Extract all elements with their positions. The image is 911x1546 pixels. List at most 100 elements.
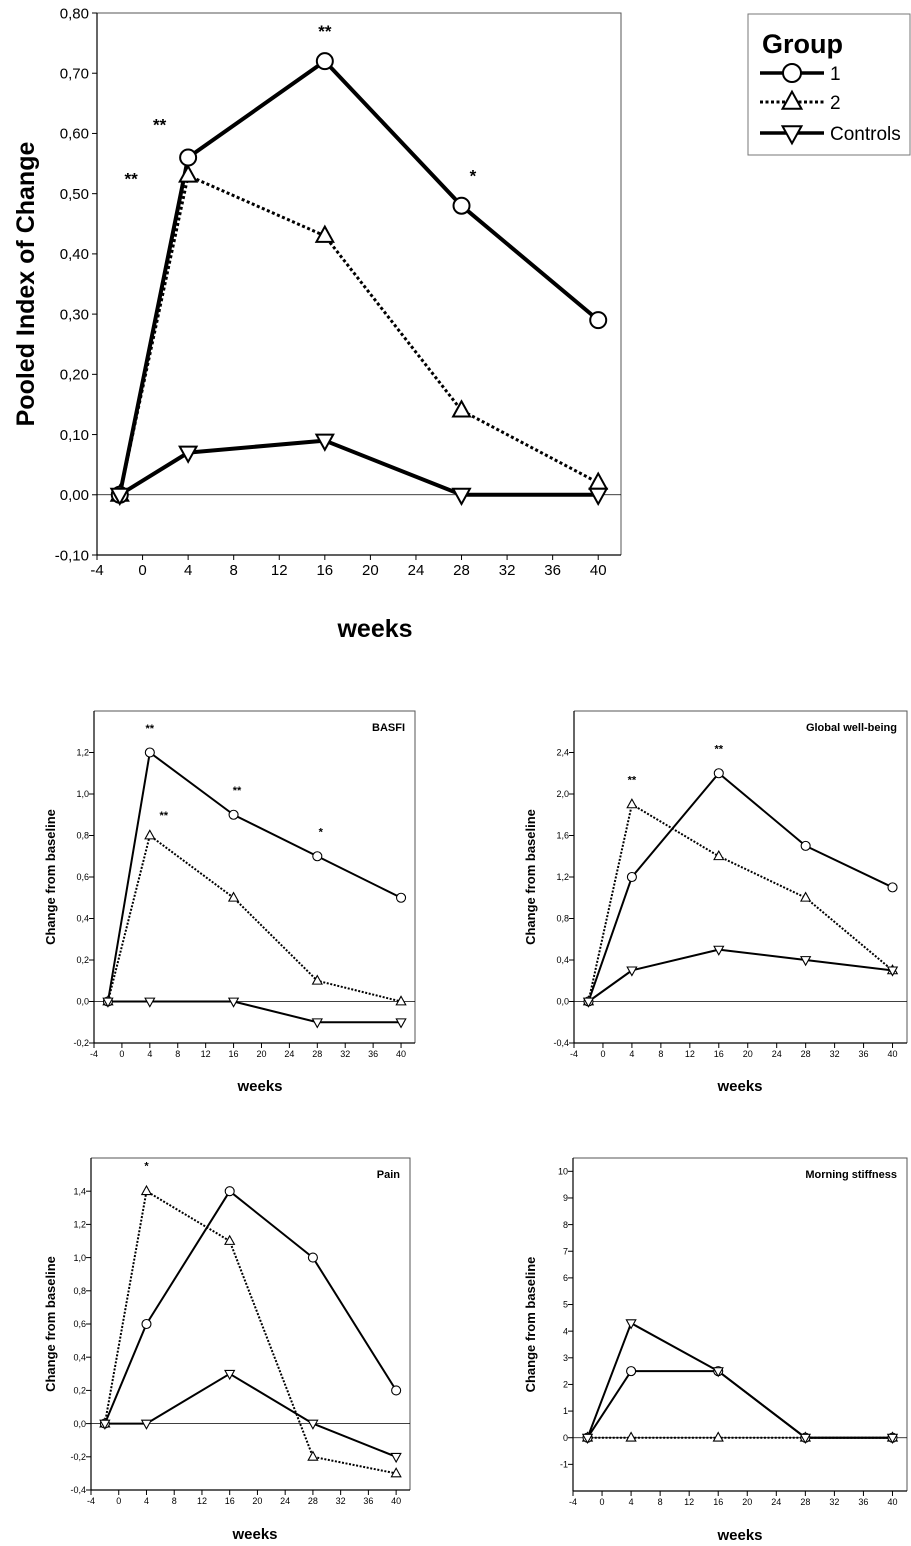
significance-annotation: * xyxy=(470,167,477,186)
x-tick-label: 28 xyxy=(800,1497,810,1507)
x-tick-label: 8 xyxy=(172,1496,177,1506)
data-point-2 xyxy=(307,1450,319,1461)
x-tick-label: 4 xyxy=(147,1049,152,1059)
x-tick-label: -4 xyxy=(570,1049,578,1059)
x-tick-label: 4 xyxy=(184,562,192,579)
legend-label: 1 xyxy=(830,64,841,85)
x-tick-label: 32 xyxy=(340,1049,350,1059)
legend-marker-circle-icon xyxy=(782,63,802,83)
data-point-2 xyxy=(451,399,472,418)
y-axis-label: Change from baseline xyxy=(43,1256,58,1392)
x-tick-label: 20 xyxy=(256,1049,266,1059)
plot-frame xyxy=(91,1157,411,1490)
y-axis-label: Change from baseline xyxy=(523,809,538,945)
series-line-controls xyxy=(104,1372,397,1458)
x-tick-label: 8 xyxy=(230,562,238,579)
x-tick-label: 0 xyxy=(119,1049,124,1059)
y-tick-label: 1,4 xyxy=(73,1186,86,1196)
series-line-1 xyxy=(106,751,402,1002)
y-tick-label: 1,6 xyxy=(556,831,569,841)
data-point-controls xyxy=(799,956,812,967)
x-tick-label: 16 xyxy=(714,1049,724,1059)
x-tick-label: -4 xyxy=(569,1497,577,1507)
y-axis-label: Change from baseline xyxy=(43,809,58,945)
y-tick-label: 0,40 xyxy=(60,246,89,263)
y-tick-label: 0,4 xyxy=(76,914,89,924)
data-point-1 xyxy=(228,809,239,820)
y-tick-label: 5 xyxy=(563,1300,568,1310)
plot-frame xyxy=(574,710,908,1043)
data-point-1 xyxy=(315,52,334,71)
y-tick-label: 0,8 xyxy=(76,831,89,841)
x-tick-label: 32 xyxy=(829,1497,839,1507)
series-line-controls xyxy=(107,1000,402,1024)
x-tick-label: 24 xyxy=(771,1497,781,1507)
data-point-1 xyxy=(307,1252,318,1263)
y-tick-label: 8 xyxy=(563,1220,568,1230)
y-tick-label: 1,2 xyxy=(76,748,89,758)
significance-annotation: * xyxy=(144,1161,149,1173)
y-tick-label: -1 xyxy=(560,1460,568,1470)
x-tick-label: 24 xyxy=(772,1049,782,1059)
y-tick-label: 0,10 xyxy=(60,427,89,444)
x-tick-label: 24 xyxy=(408,562,425,579)
y-tick-label: -0,2 xyxy=(73,1038,89,1048)
data-point-controls xyxy=(451,487,472,507)
data-point-2 xyxy=(311,974,323,985)
x-axis-label: weeks xyxy=(716,1527,762,1544)
data-point-2 xyxy=(712,1431,724,1442)
data-point-controls xyxy=(582,997,595,1008)
panel-title: Morning stiffness xyxy=(805,1169,897,1181)
data-point-controls xyxy=(144,997,156,1008)
data-point-controls xyxy=(581,1433,594,1445)
x-tick-label: 40 xyxy=(887,1497,897,1507)
y-tick-label: 1 xyxy=(563,1406,568,1416)
data-point-1 xyxy=(589,311,608,330)
x-tick-label: 16 xyxy=(316,562,333,579)
x-tick-label: 28 xyxy=(312,1049,322,1059)
data-point-controls xyxy=(626,966,638,977)
data-point-controls xyxy=(625,1319,637,1330)
panel-title: BASFI xyxy=(372,722,405,734)
x-tick-label: 20 xyxy=(742,1497,752,1507)
x-tick-label: 36 xyxy=(859,1049,869,1059)
significance-annotation: ** xyxy=(146,723,155,735)
significance-annotation: ** xyxy=(715,744,724,756)
x-tick-label: 0 xyxy=(116,1496,121,1506)
series-line-1 xyxy=(103,1190,397,1424)
significance-annotation: ** xyxy=(318,22,332,41)
data-point-controls xyxy=(886,1433,899,1445)
x-tick-label: 40 xyxy=(396,1049,406,1059)
x-tick-label: 40 xyxy=(888,1049,898,1059)
legend-label: Controls xyxy=(830,124,901,145)
data-point-1 xyxy=(626,1366,637,1377)
x-tick-label: 8 xyxy=(658,1497,663,1507)
plot-frame xyxy=(573,1157,908,1491)
series-line-controls xyxy=(587,948,893,1003)
significance-annotation: ** xyxy=(628,775,637,787)
chart-3: -0,4 0,0 0,4 0,8 1,2 1,6 2,0 2,4 -4 0 4 8 12 16 20 24 28… xyxy=(523,710,908,1095)
x-tick-label: 16 xyxy=(225,1496,235,1506)
y-tick-label: 9 xyxy=(563,1193,568,1203)
data-point-1 xyxy=(713,768,724,779)
x-tick-label: 20 xyxy=(743,1049,753,1059)
data-point-1 xyxy=(800,840,811,851)
data-point-controls xyxy=(712,1367,724,1378)
x-axis-label: weeks xyxy=(336,615,412,643)
x-tick-label: -4 xyxy=(90,1049,98,1059)
y-tick-label: 0,60 xyxy=(60,126,89,143)
x-tick-label: 20 xyxy=(362,562,379,579)
data-point-controls xyxy=(886,966,899,977)
data-point-2 xyxy=(140,1184,153,1196)
significance-annotation: ** xyxy=(233,785,242,797)
x-tick-label: 0 xyxy=(138,562,146,579)
y-tick-label: 0,2 xyxy=(76,955,89,965)
y-tick-label: 0,70 xyxy=(60,65,89,82)
plot-frame xyxy=(97,12,622,555)
series-line-2 xyxy=(106,834,402,1003)
y-tick-label: 0,6 xyxy=(76,872,89,882)
x-tick-label: 36 xyxy=(858,1497,868,1507)
data-point-1 xyxy=(626,871,637,883)
